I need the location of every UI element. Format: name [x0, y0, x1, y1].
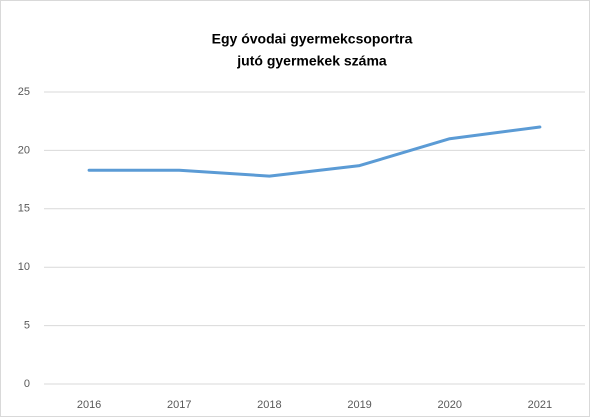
data-line [87, 125, 542, 178]
x-tick-label: 2021 [528, 399, 552, 411]
y-tick-label: 25 [18, 86, 30, 98]
y-tick-label: 5 [24, 320, 30, 332]
x-tick-label: 2016 [77, 399, 101, 411]
chart-title: jutó gyermekek száma [236, 53, 387, 69]
chart-title: Egy óvodai gyermekcsoportra [212, 31, 413, 47]
y-tick-label: 15 [18, 203, 30, 215]
y-tick-label: 10 [18, 261, 30, 273]
x-tick-label: 2017 [167, 399, 191, 411]
x-tick-label: 2018 [257, 399, 281, 411]
y-tick-label: 20 [18, 144, 30, 156]
y-tick-label: 0 [24, 378, 30, 390]
x-tick-label: 2019 [347, 399, 371, 411]
x-tick-label: 2020 [438, 399, 462, 411]
